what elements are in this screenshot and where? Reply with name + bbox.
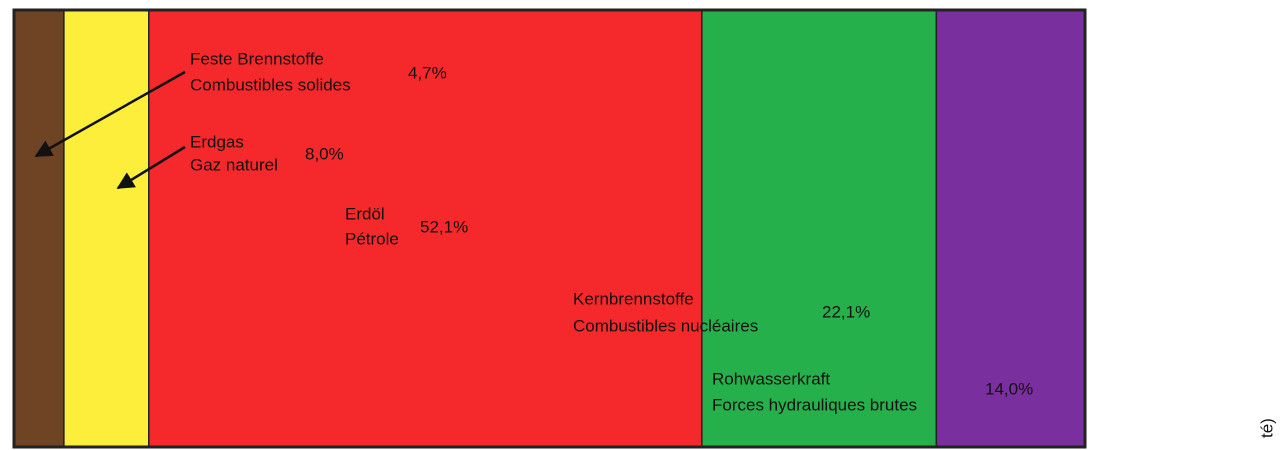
frame: [12, 8, 1087, 449]
segment-label: Pétrole: [345, 229, 399, 248]
value-label: 22,1%: [822, 302, 870, 321]
segment-label: Erdgas: [190, 132, 244, 151]
value-label: 8,0%: [305, 144, 344, 163]
segment-label: Forces hydrauliques brutes: [712, 395, 917, 414]
arrow: [34, 70, 186, 158]
labels: Feste Brennstoffe Combustibles solides 4,7…: [190, 49, 1033, 414]
segment-label: Kernbrennstoffe: [573, 289, 694, 308]
segment-label: Rohwasserkraft: [712, 369, 830, 388]
bar-segment: [13, 9, 65, 448]
segment-label: Feste Brennstoffe: [190, 49, 324, 68]
bar-segment: [701, 9, 938, 448]
segment-label: Combustibles solides: [190, 75, 351, 94]
value-label: 52,1%: [420, 217, 468, 236]
value-label: 4,7%: [408, 63, 447, 82]
segment-label: Erdöl: [345, 204, 385, 223]
arrow: [116, 145, 186, 190]
bar-segment: [148, 9, 703, 448]
segment-label: Gaz naturel: [190, 155, 278, 174]
segment-label: Combustibles nucléaires: [573, 316, 758, 335]
value-label: 14,0%: [985, 379, 1033, 398]
bar-segment: [63, 9, 150, 448]
segments: [13, 9, 1086, 448]
cropped-note: té): [1257, 418, 1276, 438]
